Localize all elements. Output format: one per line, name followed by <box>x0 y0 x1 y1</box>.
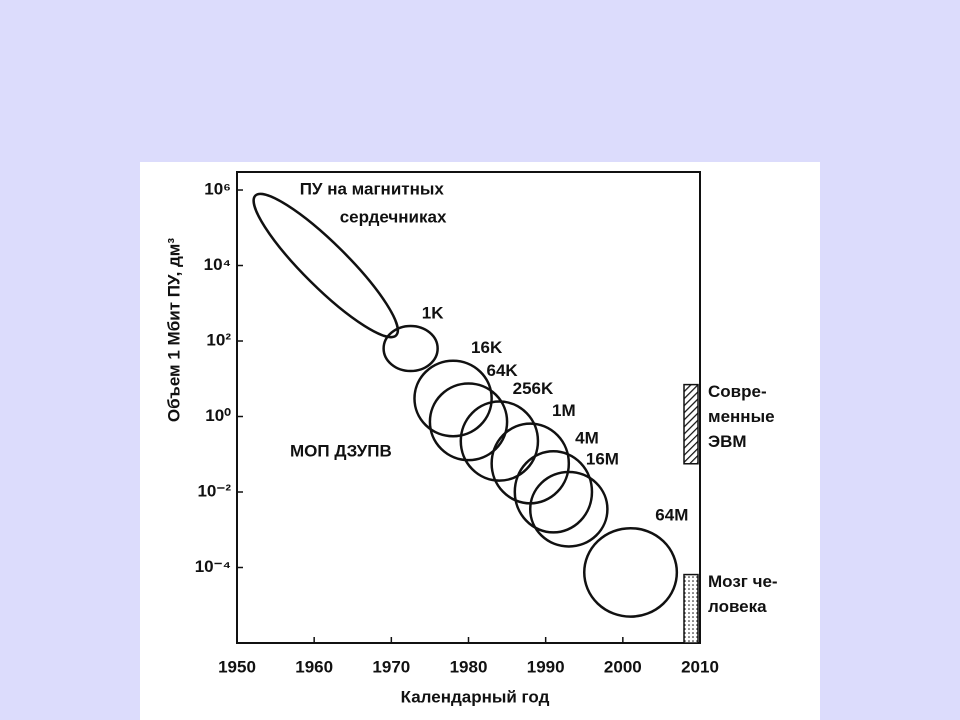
region-label: ПУ на магнитных <box>300 180 445 199</box>
y-axis-label: Объем 1 Мбит ПУ, дм³ <box>164 238 183 422</box>
y-tick-label: 10⁰ <box>205 406 231 425</box>
region <box>513 450 594 534</box>
y-tick-label: 10⁻² <box>197 481 231 500</box>
x-axis-label: Календарный год <box>401 687 550 706</box>
region <box>428 382 509 462</box>
region <box>583 526 679 618</box>
band-label: ЭВМ <box>708 432 747 451</box>
region <box>459 400 540 482</box>
region-label: 1M <box>552 401 576 420</box>
x-tick-label: 1950 <box>218 657 256 676</box>
region-label: 1K <box>422 303 444 322</box>
band-label: ловека <box>708 597 767 616</box>
x-tick-label: 1990 <box>527 657 565 676</box>
region-label: 64K <box>486 361 518 380</box>
region <box>528 470 609 548</box>
y-tick-label: 10⁶ <box>204 179 231 198</box>
x-tick-label: 1970 <box>372 657 410 676</box>
band <box>683 573 699 644</box>
x-tick-label: 1980 <box>450 657 488 676</box>
region <box>413 359 493 438</box>
region-label: сердечниках <box>340 208 447 227</box>
x-tick-label: 1960 <box>295 657 333 676</box>
region-label: 64M <box>655 506 688 525</box>
region <box>252 192 400 339</box>
band <box>683 383 699 465</box>
x-tick-label: 2010 <box>681 657 719 676</box>
y-tick-label: 10⁻⁴ <box>195 557 231 576</box>
band-label: Совре- <box>708 382 767 401</box>
y-tick-label: 10⁴ <box>204 255 231 274</box>
region-label: 16K <box>471 338 503 357</box>
band-label: Мозг че- <box>708 572 778 591</box>
y-tick-label: 10² <box>206 330 231 349</box>
x-tick-label: 2000 <box>604 657 642 676</box>
region <box>382 324 439 373</box>
image-area <box>140 162 820 720</box>
annotation: МОП ДЗУПВ <box>290 441 392 460</box>
region-label: 16M <box>586 449 619 468</box>
region-label: 256K <box>513 379 554 398</box>
band-label: менные <box>708 407 775 426</box>
region-label: 4M <box>575 429 599 448</box>
